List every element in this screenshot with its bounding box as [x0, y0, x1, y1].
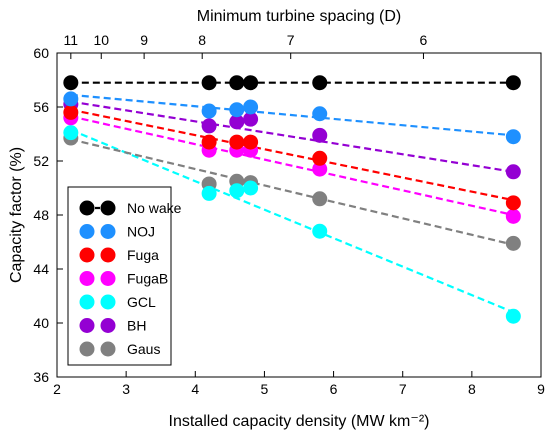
y-tick-label: 44: [33, 261, 49, 277]
data-point: [63, 75, 79, 91]
data-point: [312, 150, 328, 166]
trend-line: [70, 100, 514, 173]
legend-marker: [79, 294, 95, 310]
y-axis-ticks: 36 40 44 48 52 56 60: [33, 45, 63, 385]
x2-tick-label: 9: [140, 32, 148, 48]
trend-line: [70, 108, 514, 202]
x-tick-label: 4: [191, 381, 199, 397]
data-point: [243, 180, 259, 196]
data-point: [312, 161, 328, 177]
legend-marker: [100, 318, 116, 333]
x-axis-ticks: 2 3 4 5 6 7 8 9: [53, 371, 545, 397]
x2-tick-label: 10: [93, 32, 109, 48]
data-point: [229, 183, 245, 199]
legend-marker: [79, 271, 95, 286]
data-point: [63, 91, 79, 107]
data-point: [201, 75, 217, 91]
x-axis-label: Installed capacity density (MW km⁻²): [169, 413, 430, 430]
y-tick-label: 60: [33, 45, 49, 61]
x-tick-label: 6: [330, 381, 338, 397]
data-point: [505, 308, 521, 324]
legend-label: No wake: [127, 200, 182, 216]
x-tick-label: 3: [122, 381, 130, 397]
legend-marker: [100, 271, 116, 286]
data-point: [312, 75, 328, 91]
data-point: [201, 185, 217, 201]
y-tick-label: 52: [33, 153, 49, 169]
x-tick-label: 8: [468, 381, 476, 397]
x2-tick-label: 8: [198, 32, 206, 48]
legend-marker: [100, 247, 116, 263]
data-point: [312, 191, 328, 207]
legend-marker: [100, 200, 116, 216]
data-point: [229, 102, 245, 118]
legend-marker: [79, 224, 95, 239]
data-point: [505, 164, 521, 180]
x2-tick-label: 6: [420, 32, 428, 48]
legend-marker: [100, 224, 116, 239]
data-point: [63, 104, 79, 120]
legend-marker: [79, 200, 95, 216]
x2-tick-label: 11: [64, 32, 79, 48]
data-point: [505, 235, 521, 251]
data-point: [201, 118, 217, 134]
legend-label: Fuga: [127, 247, 159, 263]
data-point: [243, 111, 259, 127]
data-point: [505, 195, 521, 211]
trend-line: [70, 128, 514, 314]
x2-axis-label: Minimum turbine spacing (D): [197, 8, 402, 25]
y-tick-label: 40: [33, 315, 49, 331]
trend-lines: [70, 81, 514, 314]
legend-marker: [79, 318, 95, 333]
legend-label: GCL: [127, 294, 156, 310]
trend-line: [70, 138, 514, 246]
x-tick-label: 5: [261, 381, 269, 397]
legend-label: NOJ: [127, 224, 155, 240]
legend: No wake NOJ Fuga FugaB GCL BH Gaus: [67, 186, 182, 366]
x-tick-label: 9: [537, 381, 545, 397]
legend-label: BH: [127, 318, 146, 334]
data-point: [312, 127, 328, 143]
data-point: [201, 134, 217, 150]
data-point: [243, 75, 259, 91]
data-point: [312, 223, 328, 239]
y-axis-label: Capacity factor (%): [8, 147, 25, 283]
data-point: [505, 129, 521, 145]
trend-line: [70, 93, 514, 137]
legend-marker: [100, 341, 116, 357]
legend-marker: [100, 294, 116, 310]
x-tick-label: 2: [53, 381, 61, 397]
data-point: [201, 103, 217, 119]
legend-label: Gaus: [127, 341, 160, 357]
data-point: [312, 106, 328, 122]
data-point: [243, 99, 259, 115]
legend-marker: [79, 247, 95, 263]
y-tick-label: 56: [33, 99, 49, 115]
x2-tick-label: 7: [287, 32, 295, 48]
data-point: [505, 208, 521, 224]
x-tick-label: 7: [399, 381, 407, 397]
data-point: [505, 75, 521, 91]
data-point: [229, 134, 245, 150]
data-point: [63, 125, 79, 141]
trend-line: [70, 115, 514, 217]
legend-marker: [79, 341, 95, 357]
y-tick-label: 36: [33, 369, 49, 385]
x2-axis-ticks: 11 10 9 8 7 6: [64, 32, 428, 59]
data-points: [63, 75, 521, 324]
y-tick-label: 48: [33, 207, 49, 223]
data-point: [243, 134, 259, 150]
data-point: [229, 75, 245, 91]
legend-label: FugaB: [127, 271, 168, 287]
data-point: [229, 114, 245, 130]
